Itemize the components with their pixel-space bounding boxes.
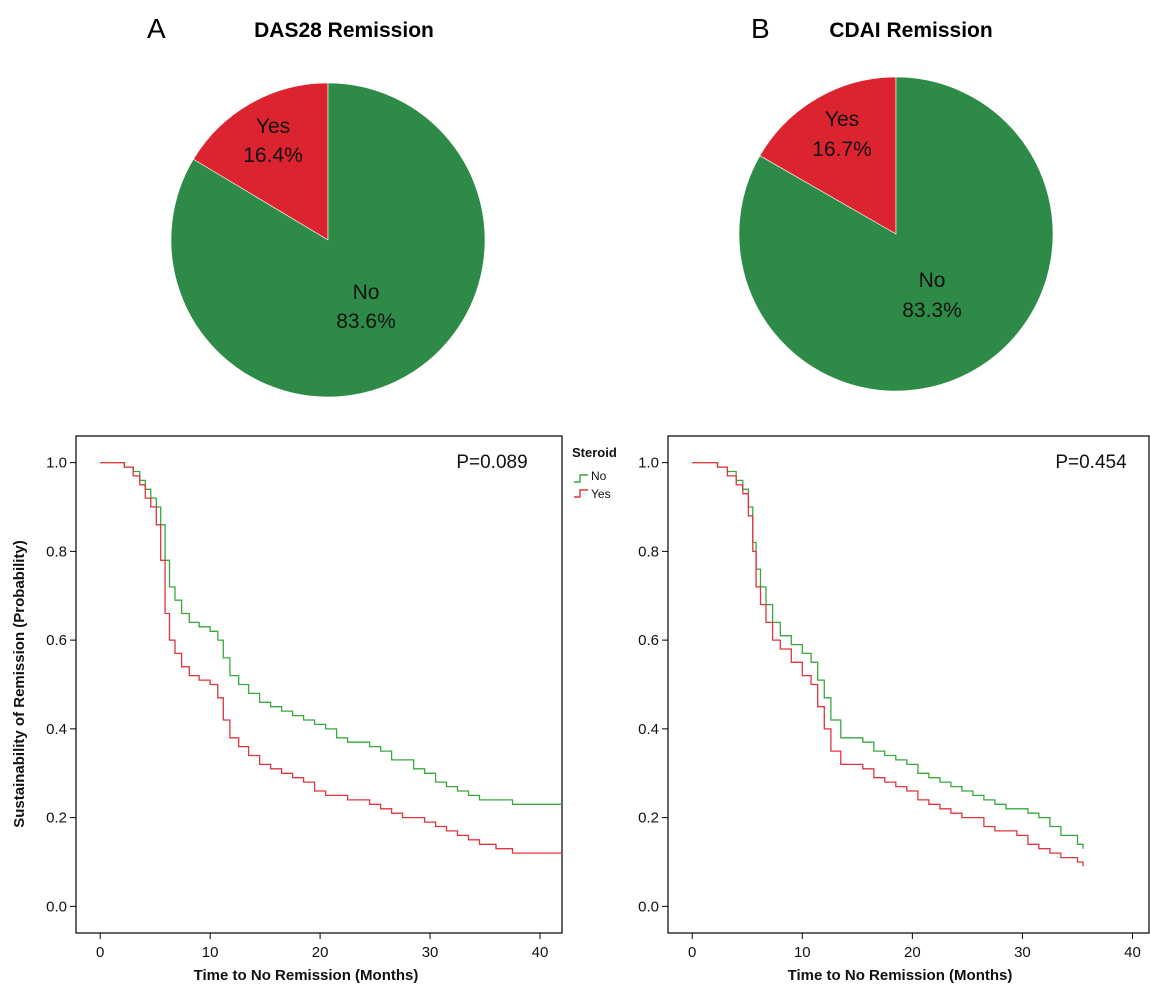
pie-slice-no-a (170, 82, 486, 398)
legend-swatch-yes (574, 489, 588, 498)
km-curve-no-right (692, 461, 1084, 849)
x-axis-title-right: Time to No Remission (Months) (788, 967, 1013, 984)
curves-right (692, 461, 1084, 867)
x-tick-label-40-left: 40 (532, 944, 549, 961)
slice-percent-no-a: 83.6% (336, 310, 396, 333)
legend-swatch-no (574, 474, 588, 483)
slice-label-yes-b: Yes (825, 108, 859, 131)
plot-frame-right (667, 435, 1150, 934)
x-tick-label-10-right: 10 (794, 944, 811, 961)
km-curve-yes-left (100, 461, 562, 854)
pie-b-slices (738, 76, 1054, 392)
plot-frame-left (75, 435, 563, 934)
slice-percent-yes-a: 16.4% (243, 144, 303, 167)
km-curve-yes-right (692, 461, 1084, 867)
pie-chart-b: B CDAI Remission Yes 16.7% No 83.3% (738, 13, 1054, 392)
panel-label-a: A (147, 13, 166, 44)
y-tick-label-1.0-left: 1.0 (46, 455, 67, 472)
legend-label-no: No (591, 469, 607, 483)
y-tick-label-0.0-left: 0.0 (46, 898, 67, 915)
y-tick-label-0.8-right: 0.8 (638, 543, 659, 560)
pie-title-a: DAS28 Remission (254, 19, 434, 42)
y-axis-title: Sustainability of Remission (Probability… (11, 540, 28, 828)
pie-slice-no-b (738, 76, 1054, 392)
y-tick-label-0.4-right: 0.4 (638, 721, 659, 738)
y-tick-label-0.8-left: 0.8 (46, 543, 67, 560)
x-tick-label-0-right: 0 (688, 944, 696, 961)
panel-label-b: B (751, 13, 770, 44)
x-tick-label-20-left: 20 (312, 944, 329, 961)
survival-plot-left: 0 10 20 30 40 0.0 0.2 0.4 0.6 0.8 1.0 P=0.089 Time… (11, 435, 563, 984)
p-value-right: P=0.454 (1055, 452, 1127, 473)
pie-slice-yes-a (192, 82, 329, 241)
x-axis-title-left: Time to No Remission (Months) (194, 967, 419, 984)
x-tick-label-30-right: 30 (1014, 944, 1031, 961)
pie-chart-a: A DAS28 Remission Yes 16.4% No 83.6% (147, 13, 486, 398)
slice-percent-yes-b: 16.7% (812, 138, 872, 161)
legend-title: Steroid (572, 445, 617, 460)
y-tick-label-0.0-right: 0.0 (638, 898, 659, 915)
slice-label-no-a: No (353, 281, 380, 304)
y-tick-label-0.4-left: 0.4 (46, 721, 67, 738)
pie-slice-yes-b (759, 76, 897, 235)
y-tick-label-0.2-left: 0.2 (46, 810, 67, 827)
axes-left: 0 10 20 30 40 0.0 0.2 0.4 0.6 0.8 1.0 (46, 455, 548, 961)
x-tick-label-0-left: 0 (96, 944, 104, 961)
slice-label-yes-a: Yes (256, 115, 290, 138)
curves-left (100, 461, 562, 854)
slice-percent-no-b: 83.3% (902, 299, 962, 322)
x-tick-label-40-right: 40 (1124, 944, 1141, 961)
km-curve-no-left (100, 461, 562, 805)
survival-plot-right: 0 10 20 30 40 0.0 0.2 0.4 0.6 0.8 1.0 P=0.454 Time… (638, 435, 1150, 984)
x-tick-label-10-left: 10 (202, 944, 219, 961)
pie-title-b: CDAI Remission (829, 19, 992, 42)
x-tick-label-30-left: 30 (422, 944, 439, 961)
legend-label-yes: Yes (591, 487, 611, 501)
pie-a-slices (170, 82, 486, 398)
y-tick-label-0.2-right: 0.2 (638, 810, 659, 827)
y-tick-label-0.6-right: 0.6 (638, 632, 659, 649)
legend: Steroid No Yes (572, 445, 617, 501)
p-value-left: P=0.089 (456, 452, 527, 473)
x-tick-label-20-right: 20 (904, 944, 921, 961)
y-tick-label-1.0-right: 1.0 (638, 455, 659, 472)
axes-right: 0 10 20 30 40 0.0 0.2 0.4 0.6 0.8 1.0 (638, 455, 1141, 961)
y-tick-label-0.6-left: 0.6 (46, 632, 67, 649)
slice-label-no-b: No (919, 269, 946, 292)
